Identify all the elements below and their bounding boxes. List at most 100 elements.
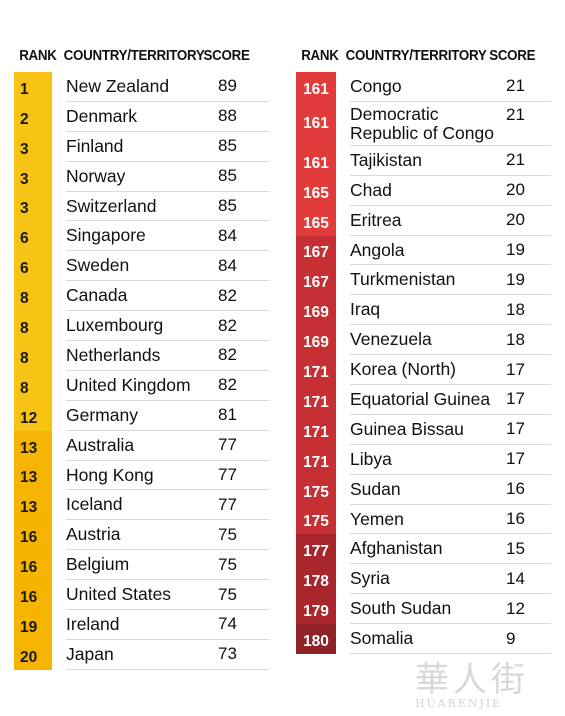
watermark-text: HUARENJIE <box>415 697 503 710</box>
table-row: 8 Canada 82 <box>14 281 269 312</box>
score-value: 74 <box>218 614 237 634</box>
score-value: 19 <box>506 240 525 259</box>
row-body: Germany 81 <box>66 401 269 431</box>
row-body: Ireland 74 <box>66 610 269 640</box>
rank-cell: 8 <box>14 311 52 342</box>
rank-cell: 8 <box>14 281 52 312</box>
table-row: 179 South Sudan 12 <box>296 594 551 625</box>
country-header: COUNTRY/TERRITORY <box>63 48 205 64</box>
country-name: Denmark <box>66 105 137 126</box>
table-row: 180 Somalia 9 <box>296 624 551 655</box>
score-value: 16 <box>506 509 525 529</box>
country-name: Guinea Bissau <box>350 418 464 439</box>
score-value: 17 <box>506 449 525 469</box>
country-name: Norway <box>66 165 126 186</box>
row-body: South Sudan 12 <box>350 594 551 625</box>
country-name: New Zealand <box>66 75 170 96</box>
score-value: 20 <box>506 180 525 200</box>
table-row: 3 Finland 85 <box>14 131 269 162</box>
country-header: COUNTRY/TERRITORY <box>345 48 487 64</box>
row-body: Guinea Bissau 17 <box>350 415 551 445</box>
country-name: Equatorial Guinea <box>350 388 491 409</box>
table-row: 169 Venezuela 18 <box>296 325 551 356</box>
country-name: Tajikistan <box>350 149 422 170</box>
score-value: 16 <box>506 479 525 499</box>
table-row: 6 Singapore 84 <box>14 221 269 252</box>
rank-cell: 171 <box>296 355 336 386</box>
country-name: Germany <box>66 404 138 425</box>
row-body: Afghanistan 15 <box>350 534 551 565</box>
country-name: Congo <box>350 75 402 96</box>
table-row: 20 Japan 73 <box>14 639 269 670</box>
country-name: Venezuela <box>350 329 432 350</box>
table-row: 171 Equatorial Guinea 17 <box>296 385 551 415</box>
rank-cell: 167 <box>296 265 336 296</box>
country-name: Iraq <box>350 299 381 320</box>
country-name: Libya <box>350 448 392 469</box>
score-value: 85 <box>218 196 237 215</box>
rank-cell: 13 <box>14 490 52 521</box>
row-body: Turkmenistan 19 <box>350 265 551 296</box>
score-value: 12 <box>506 598 525 618</box>
rank-cell: 3 <box>14 131 52 162</box>
table-rows: 161 Congo 21 161 Democratic Republic of Cong… <box>296 72 556 655</box>
row-body: Australia 77 <box>66 431 269 461</box>
rank-cell: 171 <box>296 414 336 445</box>
score-value: 17 <box>506 419 525 439</box>
rank-cell: 161 <box>296 72 336 102</box>
rank-cell: 167 <box>296 235 336 266</box>
row-body: Iceland 77 <box>66 490 269 521</box>
rank-cell: 177 <box>296 534 336 565</box>
table-header: RANK COUNTRY/TERRITORY SCORE <box>296 40 535 72</box>
rank-cell: 165 <box>296 175 336 206</box>
row-body: Eritrea 20 <box>350 206 551 236</box>
row-body: Sweden 84 <box>66 251 269 282</box>
row-body: Somalia 9 <box>350 624 551 655</box>
table-row: 178 Syria 14 <box>296 564 551 595</box>
score-value: 75 <box>218 524 237 544</box>
country-name: Netherlands <box>66 344 161 365</box>
table-row: 167 Turkmenistan 19 <box>296 265 551 296</box>
country-name: Austria <box>66 524 121 545</box>
rank-cell: 1 <box>14 72 52 102</box>
country-name: Turkmenistan <box>350 269 456 290</box>
rank-cell: 8 <box>14 370 52 401</box>
table-row: 171 Libya 17 <box>296 444 551 475</box>
country-name: Eritrea <box>350 209 402 230</box>
rank-cell: 178 <box>296 564 336 595</box>
country-name: Ireland <box>66 613 120 634</box>
row-body: Tajikistan 21 <box>350 146 551 176</box>
table-row: 19 Ireland 74 <box>14 610 269 640</box>
row-body: Japan 73 <box>66 640 269 670</box>
row-body: Hong Kong 77 <box>66 461 269 491</box>
row-body: Canada 82 <box>66 281 269 312</box>
country-name: Democratic Republic of Congo <box>350 103 494 143</box>
table-row: 13 Hong Kong 77 <box>14 460 269 491</box>
table-row: 8 United Kingdom 82 <box>14 370 269 401</box>
rank-cell: 175 <box>296 474 336 505</box>
rank-cell: 161 <box>296 101 336 146</box>
table-row: 165 Eritrea 20 <box>296 205 551 236</box>
score-value: 81 <box>218 405 237 425</box>
rank-cell: 165 <box>296 205 336 236</box>
rank-cell: 180 <box>296 624 336 655</box>
right-ranking-table: RANK COUNTRY/TERRITORY SCORE 161 Congo 21 1… <box>296 40 556 655</box>
row-body: Denmark 88 <box>66 102 269 132</box>
row-body: Switzerland 85 <box>66 192 269 222</box>
rank-cell: 20 <box>14 639 52 670</box>
table-row: 16 United States 75 <box>14 580 269 611</box>
row-body: Belgium 75 <box>66 550 269 581</box>
country-name: Japan <box>66 643 114 664</box>
row-body: Korea (North) 17 <box>350 355 551 386</box>
table-row: 165 Chad 20 <box>296 175 551 206</box>
country-name: Sweden <box>66 255 130 276</box>
country-name: United States <box>66 584 172 605</box>
score-value: 77 <box>218 435 237 455</box>
watermark-glyphs: 華人街 <box>415 660 529 700</box>
score-value: 82 <box>218 375 237 395</box>
country-name: Luxembourg <box>66 315 164 336</box>
table-row: 161 Tajikistan 21 <box>296 145 551 176</box>
country-name: Singapore <box>66 225 146 246</box>
watermark-logo: 華人街 HUARENJIE <box>415 652 555 710</box>
country-name: Afghanistan <box>350 538 443 559</box>
